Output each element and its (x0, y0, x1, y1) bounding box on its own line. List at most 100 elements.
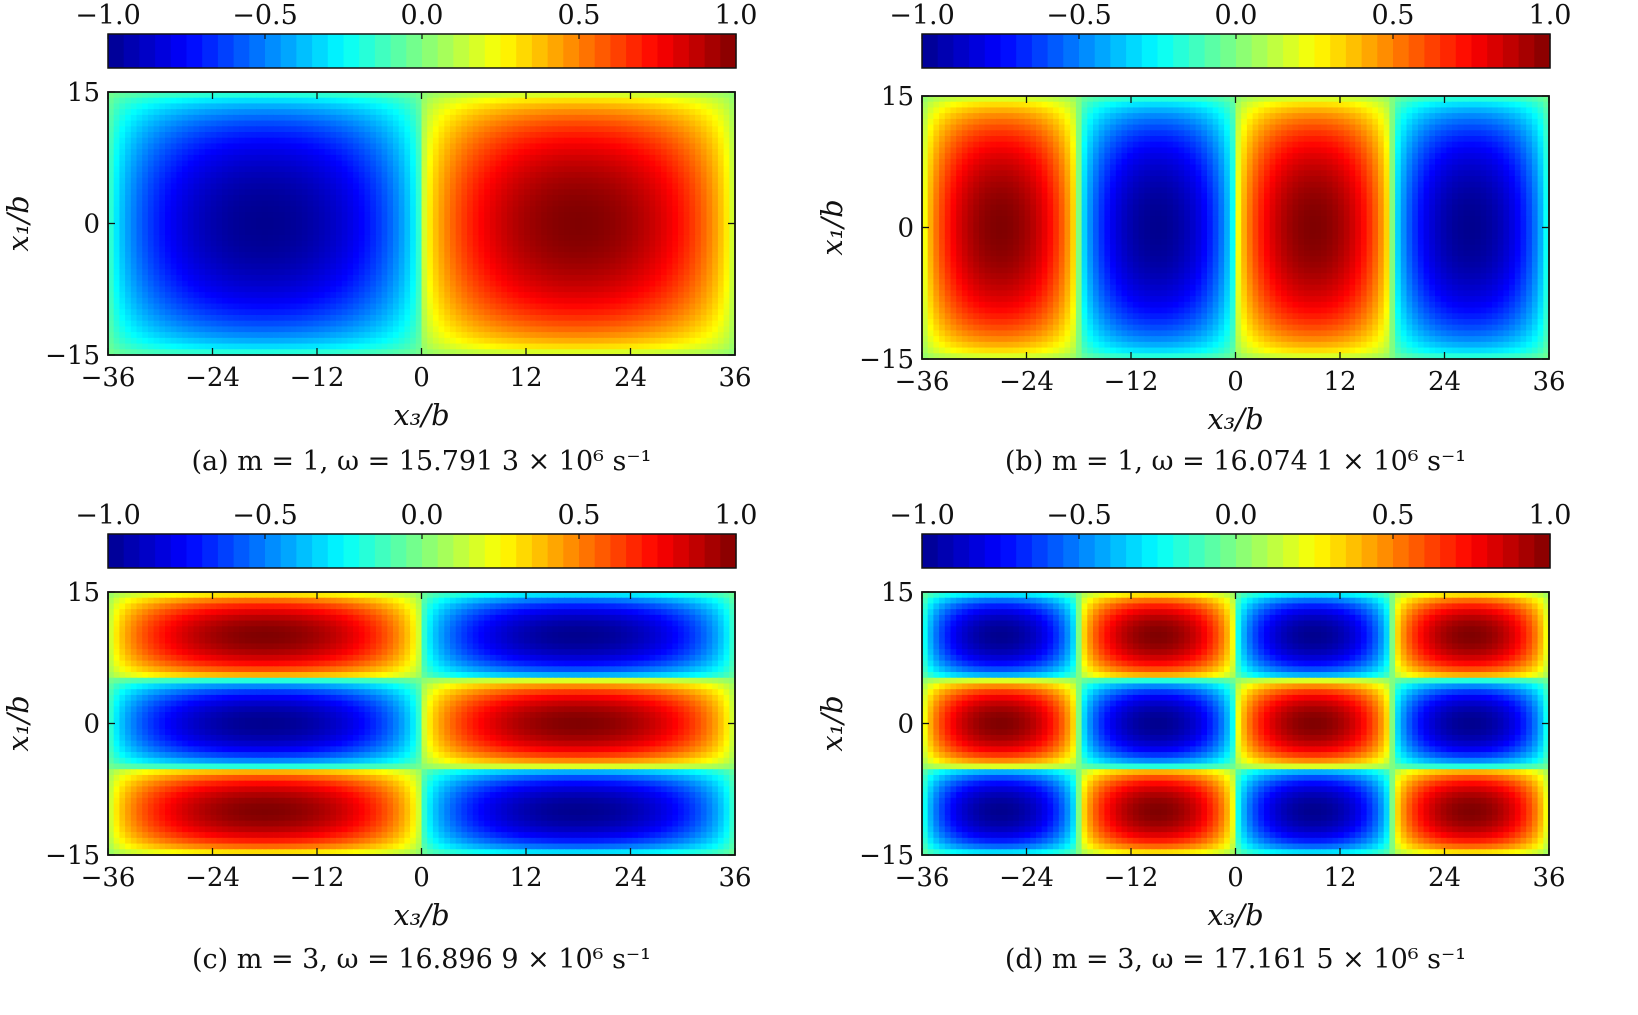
heatmap-cell (387, 92, 393, 98)
heatmap-cell (137, 338, 143, 344)
heatmap-cell (650, 286, 656, 292)
heatmap-cell (365, 338, 371, 344)
heatmap-cell (564, 281, 570, 287)
heatmap-cell (262, 338, 268, 344)
heatmap-cell (233, 321, 239, 327)
heatmap-cell (444, 264, 450, 270)
heatmap-cell (216, 224, 222, 230)
heatmap-cell (188, 103, 194, 109)
heatmap-cell (564, 246, 570, 252)
heatmap-cell (256, 321, 262, 327)
heatmap-cell (399, 172, 405, 178)
colorbar-band (438, 34, 454, 68)
heatmap-cell (701, 206, 707, 212)
heatmap-cell (108, 109, 114, 115)
heatmap-cell (330, 155, 336, 161)
heatmap-cell (222, 321, 228, 327)
heatmap-cell (262, 143, 268, 149)
heatmap-cell (216, 138, 222, 144)
heatmap-cell (467, 275, 473, 281)
heatmap-cell (137, 281, 143, 287)
heatmap-cell (239, 241, 245, 247)
heatmap-cell (410, 344, 416, 350)
heatmap-cell (558, 246, 564, 252)
heatmap-cell (347, 166, 353, 172)
heatmap-cell (171, 269, 177, 275)
heatmap-cell (667, 286, 673, 292)
heatmap-cell (553, 246, 559, 252)
heatmap-cell (330, 126, 336, 132)
heatmap-cell (513, 115, 519, 121)
heatmap-cell (655, 155, 661, 161)
heatmap-cell (427, 246, 433, 252)
heatmap-cell (712, 155, 718, 161)
heatmap-cell (285, 224, 291, 230)
heatmap-cell (450, 298, 456, 304)
heatmap-cell (222, 241, 228, 247)
heatmap-cell (256, 172, 262, 178)
heatmap-cell (342, 315, 348, 321)
heatmap-cell (513, 98, 519, 104)
heatmap-cell (131, 206, 137, 212)
heatmap-cell (176, 258, 182, 264)
heatmap-cell (199, 201, 205, 207)
heatmap-cell (530, 132, 536, 138)
heatmap-cell (444, 206, 450, 212)
heatmap-cell (387, 161, 393, 167)
heatmap-cell (399, 269, 405, 275)
heatmap-cell (553, 275, 559, 281)
heatmap-cell (513, 252, 519, 258)
colorbar-band (218, 34, 234, 68)
heatmap-cell (404, 201, 410, 207)
heatmap-cell (399, 264, 405, 270)
heatmap-cell (216, 309, 222, 315)
heatmap-cell (530, 235, 536, 241)
heatmap-cell (672, 201, 678, 207)
heatmap-cell (536, 178, 542, 184)
heatmap-cell (159, 195, 165, 201)
heatmap-cell (245, 155, 251, 161)
heatmap-cell (182, 115, 188, 121)
heatmap-cell (501, 189, 507, 195)
heatmap-cell (541, 138, 547, 144)
heatmap-cell (188, 178, 194, 184)
heatmap-cell (347, 315, 353, 321)
heatmap-cell (131, 258, 137, 264)
heatmap-cell (347, 258, 353, 264)
heatmap-cell (137, 178, 143, 184)
heatmap-cell (251, 109, 257, 115)
heatmap-cell (211, 126, 217, 132)
heatmap-cell (353, 326, 359, 332)
heatmap-cell (308, 195, 314, 201)
heatmap-cell (308, 269, 314, 275)
heatmap-cell (564, 155, 570, 161)
heatmap-cell (359, 155, 365, 161)
heatmap-cell (176, 229, 182, 235)
heatmap-cell (518, 275, 524, 281)
heatmap-cell (302, 98, 308, 104)
heatmap-cell (541, 218, 547, 224)
heatmap-cell (370, 292, 376, 298)
heatmap-cell (205, 149, 211, 155)
heatmap-cell (410, 189, 416, 195)
heatmap-cell (467, 138, 473, 144)
heatmap-cell (387, 326, 393, 332)
heatmap-cell (473, 138, 479, 144)
heatmap-cell (712, 309, 718, 315)
heatmap-cell (330, 315, 336, 321)
heatmap-cell (501, 281, 507, 287)
heatmap-cell (473, 338, 479, 344)
heatmap-cell (570, 126, 576, 132)
heatmap-cell (655, 332, 661, 338)
heatmap-cell (581, 218, 587, 224)
heatmap-cell (262, 178, 268, 184)
heatmap-cell (410, 218, 416, 224)
heatmap-cell (524, 309, 530, 315)
heatmap-cell (359, 229, 365, 235)
heatmap-cell (131, 309, 137, 315)
heatmap-cell (199, 304, 205, 310)
heatmap-cell (359, 246, 365, 252)
heatmap-cell (370, 344, 376, 350)
heatmap-cell (171, 161, 177, 167)
heatmap-cell (251, 201, 257, 207)
